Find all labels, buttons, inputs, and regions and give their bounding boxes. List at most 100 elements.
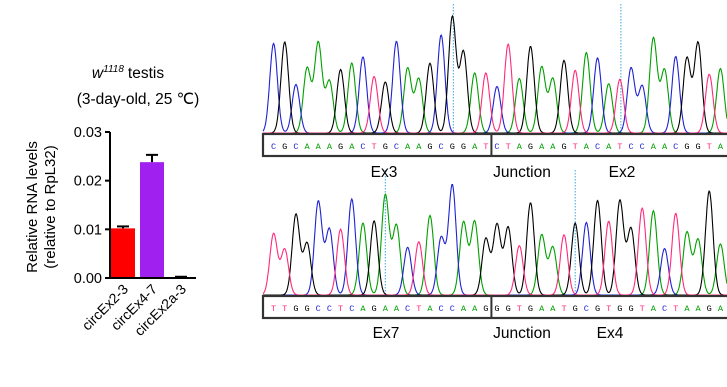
sequence-base: T	[506, 142, 511, 152]
sequence-base: T	[640, 304, 645, 314]
bottom-region-labels: Ex7 Junction Ex4	[373, 325, 624, 342]
y-tick-labels: 0.00 0.01 0.02 0.03	[74, 125, 102, 287]
sequence-base: G	[338, 142, 343, 152]
sequence-base: T	[673, 304, 678, 314]
sequence-base: G	[595, 304, 600, 314]
sequence-base: T	[416, 304, 421, 314]
sequence-base: T	[617, 142, 622, 152]
sequence-base: C	[405, 304, 410, 314]
sequence-base: G	[684, 142, 689, 152]
sequence-base: G	[427, 142, 432, 152]
sequence-base: G	[383, 142, 388, 152]
sequence-base: G	[628, 304, 633, 314]
region-label-ex4: Ex4	[597, 325, 624, 342]
sequence-base: C	[494, 142, 499, 152]
tissue-label: testis	[128, 65, 164, 82]
trace-group	[262, 184, 727, 296]
sequence-base: C	[673, 142, 678, 152]
sequence-base: G	[461, 142, 466, 152]
sequence-base: C	[662, 304, 667, 314]
sequence-base: G	[372, 304, 377, 314]
y-tick-label: 0.03	[74, 125, 102, 141]
sequence-base: C	[450, 304, 455, 314]
sequence-base: T	[573, 142, 578, 152]
sequence-base: T	[606, 304, 611, 314]
sequence-base: G	[561, 142, 566, 152]
sequence-base: A	[517, 142, 523, 152]
trace-group	[262, 14, 727, 134]
sequence-base: A	[349, 142, 355, 152]
sequence-base: A	[651, 142, 657, 152]
trace-C	[262, 34, 727, 134]
sequence-base: C	[293, 142, 298, 152]
bar-circEx2-3	[111, 228, 135, 278]
sequence-base: C	[360, 142, 365, 152]
sequence-base: T	[372, 142, 377, 152]
sequence-base: C	[327, 304, 332, 314]
sequence-base: A	[472, 304, 478, 314]
sequence-base: C	[316, 304, 321, 314]
y-axis-label: Relative RNA levels	[24, 141, 41, 273]
genotype-name: w	[92, 65, 105, 82]
region-label-ex3: Ex3	[371, 164, 398, 181]
sequence-base: A	[383, 304, 389, 314]
sequence-base: C	[271, 142, 276, 152]
sequence-base: A	[718, 304, 724, 314]
sequence-base: C	[595, 142, 600, 152]
sequence-base: C	[439, 304, 444, 314]
bars	[111, 162, 193, 279]
sequence-base: A	[472, 142, 478, 152]
region-label-junction-bottom: Junction	[493, 325, 551, 342]
y-tick-label: 0.00	[74, 271, 102, 287]
sequence-base: G	[506, 304, 511, 314]
region-label-ex7: Ex7	[373, 325, 400, 342]
y-axis-sublabel: (relative to RpL32)	[42, 145, 59, 268]
region-label-junction-top: Junction	[493, 164, 551, 181]
sequence-base: T	[517, 304, 522, 314]
sequence-base: A	[327, 142, 333, 152]
sequence-base: A	[539, 304, 545, 314]
sequence-base: T	[282, 304, 287, 314]
sequence-base: A	[360, 304, 366, 314]
sequence-base: T	[483, 142, 488, 152]
sequence-base: A	[718, 142, 724, 152]
sequence-base: C	[640, 142, 645, 152]
sequence-base: C	[628, 142, 633, 152]
sequence-base: G	[483, 304, 488, 314]
y-tick-label: 0.01	[74, 222, 102, 238]
sequence-base: T	[707, 142, 712, 152]
top-region-labels: Ex3 Junction Ex2	[371, 164, 636, 181]
bar-chart-panel: w1118 testis (3-day-old, 25 ℃) Relative R…	[24, 64, 199, 339]
y-tick-label: 0.02	[74, 174, 102, 190]
sequence-base: A	[550, 142, 556, 152]
sequence-base: G	[282, 142, 287, 152]
sequence-base: A	[550, 304, 556, 314]
sequence-base: C	[439, 142, 444, 152]
sequence-base: A	[651, 304, 657, 314]
sequence-base: T	[338, 304, 343, 314]
sequence-base: A	[662, 142, 668, 152]
sequence-box	[261, 294, 727, 320]
sequence-box	[261, 132, 727, 158]
sequence-base: A	[416, 142, 422, 152]
y-ticks	[105, 131, 110, 279]
sequence-base: T	[271, 304, 276, 314]
sequence-base: A	[427, 304, 433, 314]
sequence-base: G	[293, 304, 298, 314]
region-label-ex2: Ex2	[609, 164, 636, 181]
sequence-base: G	[573, 304, 578, 314]
sequence-base: A	[539, 142, 545, 152]
bar-circEx4-7	[140, 162, 164, 278]
sequence-base: A	[305, 142, 311, 152]
sequence-base: T	[561, 304, 566, 314]
error-bars	[117, 153, 187, 278]
sequence-base: A	[394, 304, 400, 314]
sequence-base: A	[695, 304, 701, 314]
sequence-base: C	[349, 304, 354, 314]
sequence-base: A	[684, 304, 690, 314]
condition-label: (3-day-old, 25 ℃)	[77, 91, 200, 108]
sequence-base: C	[584, 304, 589, 314]
genotype-superscript: 1118	[103, 64, 124, 75]
